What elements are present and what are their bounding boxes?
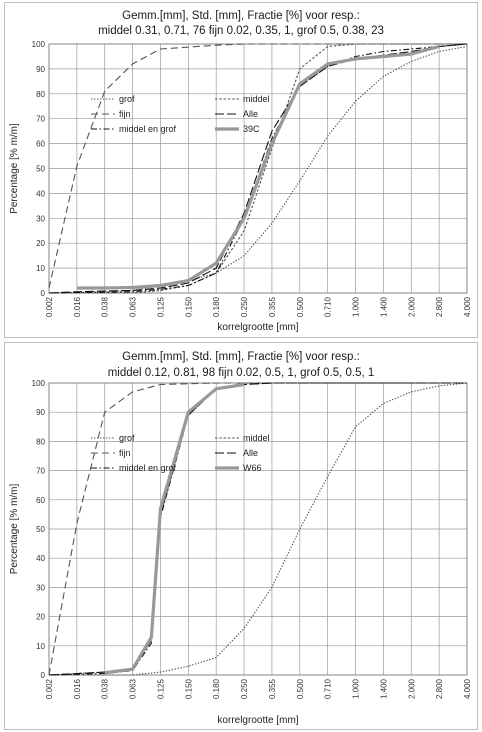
y-tick-label: 50 <box>36 165 45 174</box>
series-line-39c <box>76 44 440 290</box>
x-tick-label: 2.800 <box>435 296 444 317</box>
x-tick-label: 0.250 <box>240 296 249 317</box>
x-tick-label: 2.000 <box>407 296 416 317</box>
series-group <box>48 382 468 676</box>
series-line-grof <box>49 382 468 676</box>
x-tick-label: 0.038 <box>101 678 110 699</box>
y-tick-label: 80 <box>36 437 45 446</box>
y-tick-label: 60 <box>36 496 45 505</box>
x-tick-label: 0.710 <box>324 678 333 699</box>
y-tick-label: 20 <box>36 613 45 622</box>
y-tick-label: 30 <box>36 583 45 592</box>
x-tick-label: 0.150 <box>184 296 193 317</box>
legend-label: Alle <box>243 109 258 119</box>
series-line-w66 <box>104 382 245 675</box>
x-tick-label: 0.355 <box>268 678 277 699</box>
y-tick-label: 90 <box>36 65 45 74</box>
x-tick-label: 0.710 <box>324 296 333 317</box>
legend-label: middel <box>243 94 270 104</box>
legend-label: grof <box>119 433 135 443</box>
x-tick-label: 1.400 <box>379 678 388 699</box>
chart-svg-bottom: Gemm.[mm], Std. [mm], Fractie [%] voor r… <box>9 351 472 726</box>
x-tick-label: 0.063 <box>129 296 138 317</box>
legend-label: Alle <box>243 448 258 458</box>
y-axis-label: Percentage [% m/m] <box>9 123 20 214</box>
legend-label: fijn <box>119 109 131 119</box>
chart-svg-top: Gemm.[mm], Std. [mm], Fractie [%] voor r… <box>9 10 472 333</box>
series-line-fijn <box>48 382 467 676</box>
x-tick-label: 2.800 <box>435 678 444 699</box>
x-tick-label: 0.038 <box>101 296 110 317</box>
x-tick-label: 0.063 <box>129 678 138 699</box>
y-tick-label: 90 <box>36 408 45 417</box>
x-axis-label: korrelgrootte [mm] <box>217 322 298 333</box>
legend-label: W66 <box>243 463 262 473</box>
legend-label: middel <box>243 433 270 443</box>
chart-panel-bottom: Gemm.[mm], Std. [mm], Fractie [%] voor r… <box>4 342 478 730</box>
chart-title-line2: middel 0.31, 0.71, 76 fijn 0.02, 0.35, 1… <box>98 25 384 37</box>
gridlines <box>48 382 468 676</box>
gridlines <box>48 43 468 294</box>
legend-label: grof <box>119 94 135 104</box>
x-tick-label: 2.000 <box>407 678 416 699</box>
y-tick-label: 40 <box>36 554 45 563</box>
x-tick-label: 0.002 <box>45 678 54 699</box>
chart-title-line1: Gemm.[mm], Std. [mm], Fractie [%] voor r… <box>122 10 360 22</box>
x-tick-label: 1.000 <box>352 678 361 699</box>
legend: grof middel fijn Alle middel en grof 39C <box>91 94 270 134</box>
legend-label: fijn <box>119 448 131 458</box>
chart-title-line1: Gemm.[mm], Std. [mm], Fractie [%] voor r… <box>122 351 360 363</box>
x-tick-label: 1.400 <box>379 296 388 317</box>
x-tick-label: 0.180 <box>212 678 221 699</box>
x-tick-label: 0.125 <box>156 296 165 317</box>
legend-label: 39C <box>243 124 260 134</box>
x-tick-label: 0.125 <box>156 678 165 699</box>
legend: grof middel fijn Alle middel en grof W66 <box>91 433 270 473</box>
series-line-middel-en-grof <box>48 43 468 294</box>
x-tick-label: 0.016 <box>73 296 82 317</box>
y-tick-label: 10 <box>36 642 45 651</box>
series-line-middel <box>49 43 467 294</box>
series-line-fijn <box>48 43 467 289</box>
x-tick-label: 0.355 <box>268 296 277 317</box>
y-axis-label: Percentage [% m/m] <box>9 483 20 574</box>
y-tick-label: 30 <box>36 214 45 223</box>
y-tick-label: 50 <box>36 525 45 534</box>
chart-panel-top: Gemm.[mm], Std. [mm], Fractie [%] voor r… <box>4 2 478 338</box>
series-line-middel-en-grof <box>48 382 467 676</box>
y-tick-label: 10 <box>36 264 45 273</box>
y-tick-label: 60 <box>36 140 45 149</box>
y-tick-label: 0 <box>41 289 46 298</box>
series-line-grof <box>48 45 468 294</box>
x-tick-label: 0.250 <box>240 678 249 699</box>
legend-label: middel en grof <box>119 463 177 473</box>
y-tick-label: 100 <box>32 379 46 388</box>
y-tick-label: 40 <box>36 189 45 198</box>
x-tick-label: 1.000 <box>352 296 361 317</box>
plot-frame <box>48 43 468 294</box>
series-line-alle <box>48 43 468 294</box>
legend-label: middel en grof <box>119 124 177 134</box>
x-tick-label: 0.500 <box>296 296 305 317</box>
x-tick-label: 4.000 <box>463 296 472 317</box>
x-tick-label: 0.002 <box>45 296 54 317</box>
y-tick-label: 70 <box>36 467 45 476</box>
chart-title-line2: middel 0.12, 0.81, 98 fijn 0.02, 0.5, 1,… <box>108 367 375 379</box>
x-tick-label: 0.016 <box>73 678 82 699</box>
y-tick-label: 0 <box>41 671 46 680</box>
x-tick-label: 4.000 <box>463 678 472 699</box>
y-tick-label: 70 <box>36 115 45 124</box>
x-axis-label: korrelgrootte [mm] <box>217 715 298 726</box>
x-tick-label: 0.500 <box>296 678 305 699</box>
x-tick-label: 0.150 <box>184 678 193 699</box>
series-group <box>48 43 468 294</box>
y-tick-label: 20 <box>36 239 45 248</box>
x-tick-label: 0.180 <box>212 296 221 317</box>
y-tick-label: 100 <box>32 40 46 49</box>
y-tick-label: 80 <box>36 90 45 99</box>
